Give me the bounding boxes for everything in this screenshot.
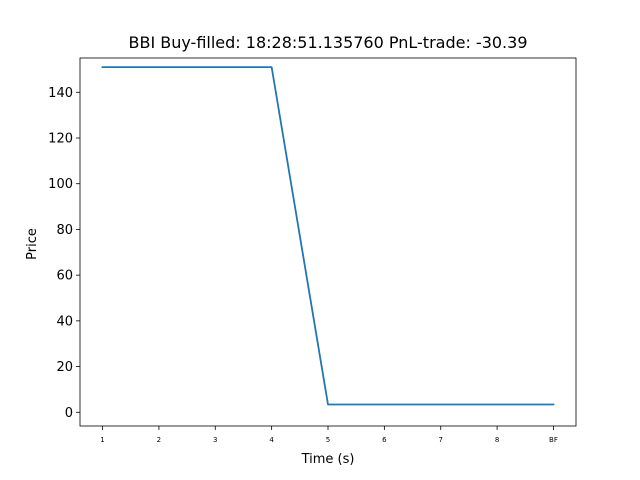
x-tick-label: BF [549, 436, 558, 444]
chart-title: BBI Buy-filled: 18:28:51.135760 PnL-trad… [128, 33, 527, 52]
y-axis-label: Price [25, 228, 40, 260]
axes-frame [79, 57, 577, 427]
x-tick-label: 7 [438, 436, 442, 444]
y-tick-label: 60 [56, 269, 73, 284]
y-tick-label: 40 [56, 314, 73, 329]
y-tick-label: 140 [48, 86, 73, 101]
x-tick-label: 6 [382, 436, 387, 444]
y-tick-label: 100 [48, 177, 73, 192]
x-tick-label: 4 [269, 436, 274, 444]
x-tick-label: 1 [100, 436, 104, 444]
series-line [101, 66, 555, 406]
y-tick-label: 80 [56, 223, 73, 238]
x-tick-label: 2 [157, 436, 161, 444]
x-tick-label: 5 [326, 436, 330, 444]
y-tick-label: 20 [56, 360, 73, 375]
plot-area: 0 20 40 60 80 100 120 140 1 2 3 4 5 6 7 8 BF [48, 57, 577, 444]
x-tick-label: 3 [213, 436, 217, 444]
y-tick-label: 120 [48, 132, 73, 147]
x-axis-label: Time (s) [301, 452, 355, 467]
y-tick-label: 0 [65, 406, 73, 421]
x-tick-label: 8 [495, 436, 499, 444]
